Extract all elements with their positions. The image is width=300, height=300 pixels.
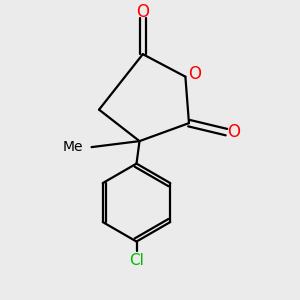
Text: Me: Me: [63, 140, 83, 154]
Text: O: O: [227, 123, 240, 141]
Text: O: O: [136, 3, 149, 21]
Text: O: O: [188, 65, 201, 83]
Text: Cl: Cl: [129, 253, 144, 268]
